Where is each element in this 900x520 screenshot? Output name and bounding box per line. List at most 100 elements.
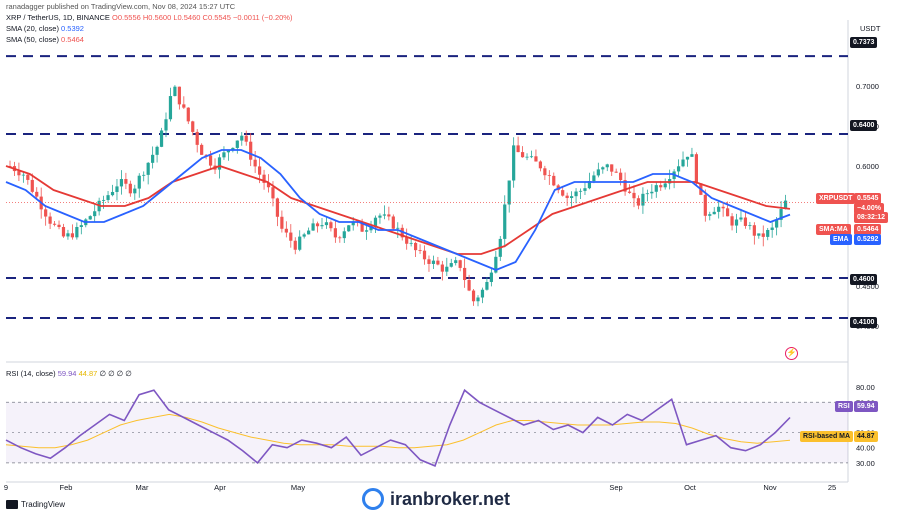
candle-body-129 <box>583 188 587 191</box>
candle-body-77 <box>351 221 355 226</box>
candle-body-124 <box>561 190 565 196</box>
candle-body-63 <box>289 232 293 241</box>
lightning-icon[interactable]: ⚡ <box>785 347 798 360</box>
publisher-text: ranadagger published on TradingView.com,… <box>6 2 236 11</box>
rsi-tick-3: 40.00 <box>856 444 875 453</box>
candle-body-118 <box>534 156 538 162</box>
candle-body-122 <box>552 175 556 186</box>
candle-body-125 <box>565 195 569 199</box>
candle-body-142 <box>641 193 645 206</box>
candle-body-173 <box>779 209 783 220</box>
candle-body-114 <box>516 145 520 153</box>
candle-body-22 <box>106 195 110 200</box>
candle-body-69 <box>315 223 320 227</box>
candle-body-95 <box>431 260 436 264</box>
watermark-logo-icon <box>362 488 384 510</box>
candle-body-12 <box>61 226 66 237</box>
candle-body-44 <box>204 154 208 156</box>
candle-body-16 <box>79 225 83 228</box>
rsi-tick-0: 80.00 <box>856 383 875 392</box>
candle-body-112 <box>507 180 511 205</box>
rsi-ma-line <box>5 413 791 449</box>
candle-body-74 <box>338 237 342 239</box>
symbol-line: XRP / TetherUS, 1D, BINANCE O0.5556 H0.5… <box>6 12 292 23</box>
candle-body-115 <box>520 152 525 158</box>
level-tag-3: 0.4100 <box>850 317 878 328</box>
candle-body-3 <box>21 174 25 176</box>
candle-body-38 <box>177 86 181 105</box>
candle-body-60 <box>275 198 280 217</box>
candle-body-40 <box>186 107 190 122</box>
candle-body-141 <box>636 198 641 206</box>
candle-body-37 <box>173 86 177 97</box>
candle-body-117 <box>529 156 534 158</box>
candle-body-71 <box>324 222 329 226</box>
sma20-label: SMA (20, close) <box>6 24 59 33</box>
sma-ma-tag: SMA:MA <box>816 224 851 235</box>
candle-body-136 <box>614 171 618 173</box>
sma50-label: SMA (50, close) <box>6 35 59 44</box>
candle-body-165 <box>743 217 748 226</box>
level-tag-0: 0.7373 <box>850 37 878 48</box>
sma20-legend: SMA (20, close) 0.5392 <box>6 23 84 34</box>
rsi-extra: ∅ ∅ ∅ ∅ <box>99 369 132 378</box>
candle-body-66 <box>302 234 306 237</box>
rsi-line <box>5 388 791 467</box>
candle-body-109 <box>494 256 498 273</box>
candle-body-54 <box>249 141 253 160</box>
candle-body-10 <box>52 223 57 225</box>
candle-body-82 <box>373 217 378 226</box>
candle-body-127 <box>574 191 578 197</box>
candle-body-70 <box>320 225 324 227</box>
candle-body-62 <box>284 228 288 233</box>
level-tag-1: 0.6400 <box>850 120 878 131</box>
candle-body-120 <box>543 168 547 176</box>
candle-body-65 <box>298 236 302 250</box>
candle-body-67 <box>307 230 311 235</box>
candle-body-87 <box>396 227 400 229</box>
sma50-legend: SMA (50, close) 0.5464 <box>6 34 84 45</box>
time-tick-2: Mar <box>136 483 149 492</box>
candle-body-84 <box>382 214 386 216</box>
candle-body-48 <box>222 152 226 158</box>
time-tick-1: Feb <box>60 483 73 492</box>
candle-body-11 <box>57 224 61 227</box>
candle-body-121 <box>547 175 551 177</box>
candle-body-146 <box>659 185 663 188</box>
candle-body-111 <box>503 204 507 239</box>
rsi-value-tag: 59.94 <box>854 401 878 412</box>
candle-body-164 <box>739 217 743 220</box>
candle-body-81 <box>369 225 373 231</box>
rsi-legend: RSI (14, close) 59.94 44.87 ∅ ∅ ∅ ∅ <box>6 369 132 378</box>
candle-body-64 <box>293 240 297 250</box>
candle-body-59 <box>271 187 275 199</box>
candle-body-5 <box>30 179 34 192</box>
candle-body-14 <box>70 233 74 238</box>
candle-body-49 <box>226 150 230 153</box>
candle-body-55 <box>253 159 257 167</box>
candle-body-45 <box>208 155 213 166</box>
candle-body-100 <box>454 260 458 264</box>
candle-body-98 <box>445 266 449 272</box>
ema-tag: EMA <box>830 234 852 245</box>
rsi-ma-value: 44.87 <box>78 369 98 378</box>
sma50-line <box>5 165 791 255</box>
candle-body-143 <box>645 193 649 195</box>
candle-body-36 <box>168 96 173 120</box>
candle-body-28 <box>133 188 137 194</box>
candle-body-58 <box>266 182 271 188</box>
candle-body-86 <box>391 216 395 229</box>
unit-label: USDT <box>860 24 881 33</box>
candle-body-41 <box>191 121 195 132</box>
candle-body-19 <box>93 211 97 217</box>
candle-body-171 <box>770 227 774 230</box>
candle-body-56 <box>258 166 262 175</box>
candle-body-33 <box>155 146 159 155</box>
candle-body-159 <box>717 206 721 212</box>
tradingview-logo-icon <box>6 500 18 509</box>
time-tick-5: Sep <box>609 483 622 492</box>
candle-body-157 <box>708 214 712 216</box>
candle-body-32 <box>151 154 155 163</box>
candle-body-126 <box>570 196 574 199</box>
